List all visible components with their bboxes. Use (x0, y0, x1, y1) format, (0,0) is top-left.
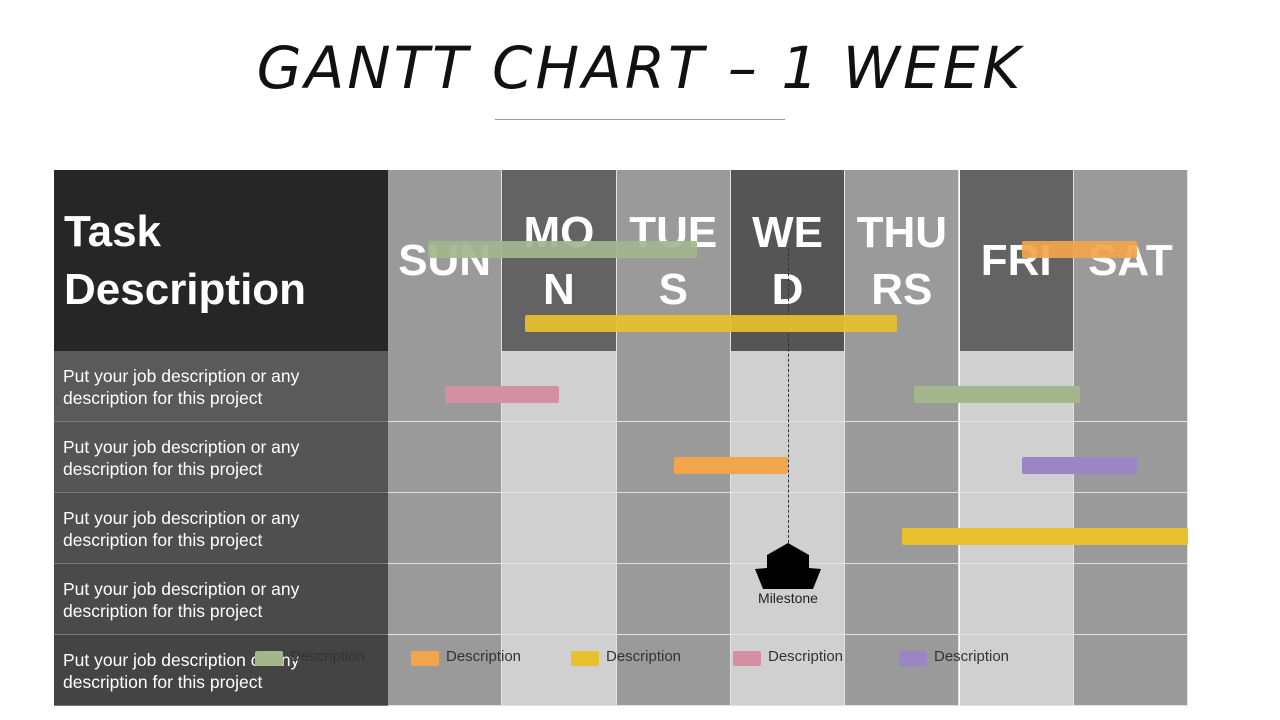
task-bar (902, 528, 1189, 545)
legend-label: Description (290, 648, 366, 665)
gantt-cell (502, 493, 617, 564)
legend-item: Description (411, 648, 561, 668)
gantt-cell (1073, 351, 1189, 422)
gantt-cell (616, 635, 731, 706)
legend-label: Description (446, 648, 522, 665)
day-label: TUES (629, 207, 718, 314)
legend-item: Description (733, 648, 883, 668)
gantt-cell (502, 635, 617, 706)
task-bar (428, 241, 697, 258)
gantt-cell (616, 493, 731, 564)
milestone-line (788, 248, 789, 548)
task-row-label: Put your job description or any descript… (54, 422, 388, 493)
task-bar (1022, 457, 1137, 474)
gantt-cell (616, 564, 731, 635)
gantt-cell (845, 422, 960, 493)
day-header-sun: SUN (388, 170, 503, 351)
task-bar (913, 386, 1080, 403)
legend-label: Description (606, 648, 682, 665)
gantt-cell (845, 564, 960, 635)
title-divider (495, 119, 785, 120)
gantt-cell (388, 493, 503, 564)
chart-title: GANTT CHART – 1 WEEK (256, 34, 1024, 102)
legend-item: Description (255, 648, 405, 668)
milestone-icon (755, 543, 821, 589)
day-header-sat: SAT (1073, 170, 1189, 351)
legend-swatch (899, 651, 927, 666)
day-header-thurs: THURS (845, 170, 960, 351)
legend-label: Description (934, 648, 1010, 665)
day-header-fri: FRI (959, 170, 1074, 351)
gantt-cell (502, 564, 617, 635)
gantt-cell (730, 635, 846, 706)
legend-swatch (733, 651, 761, 666)
legend-item: Description (899, 648, 1049, 668)
gantt-cell (616, 351, 731, 422)
task-bar (1022, 241, 1137, 258)
legend-swatch (411, 651, 439, 666)
gantt-cell (388, 564, 503, 635)
task-bar (445, 386, 560, 403)
task-bar (673, 457, 789, 474)
gantt-cell (1073, 564, 1189, 635)
legend-item: Description (571, 648, 721, 668)
gantt-cell (388, 422, 503, 493)
gantt-cell (959, 564, 1074, 635)
gantt-cell (845, 635, 960, 706)
milestone-label: Milestone (758, 590, 818, 606)
legend-swatch (571, 651, 599, 666)
gantt-cell (959, 635, 1074, 706)
task-row-label: Put your job description or any descript… (54, 351, 388, 422)
gantt-cell (1073, 635, 1189, 706)
legend-label: Description (768, 648, 844, 665)
task-description-header: Task Description (54, 170, 388, 351)
day-label: THURS (856, 207, 948, 314)
gantt-cell (502, 422, 617, 493)
task-row-label: Put your job description or any descript… (54, 635, 388, 706)
task-row-label: Put your job description or any descript… (54, 493, 388, 564)
task-row-label: Put your job description or any descript… (54, 564, 388, 635)
legend-swatch (255, 651, 283, 666)
day-label: WED (752, 207, 823, 314)
day-label: MON (523, 207, 595, 314)
gantt-cell (388, 635, 503, 706)
task-bar (525, 315, 897, 332)
